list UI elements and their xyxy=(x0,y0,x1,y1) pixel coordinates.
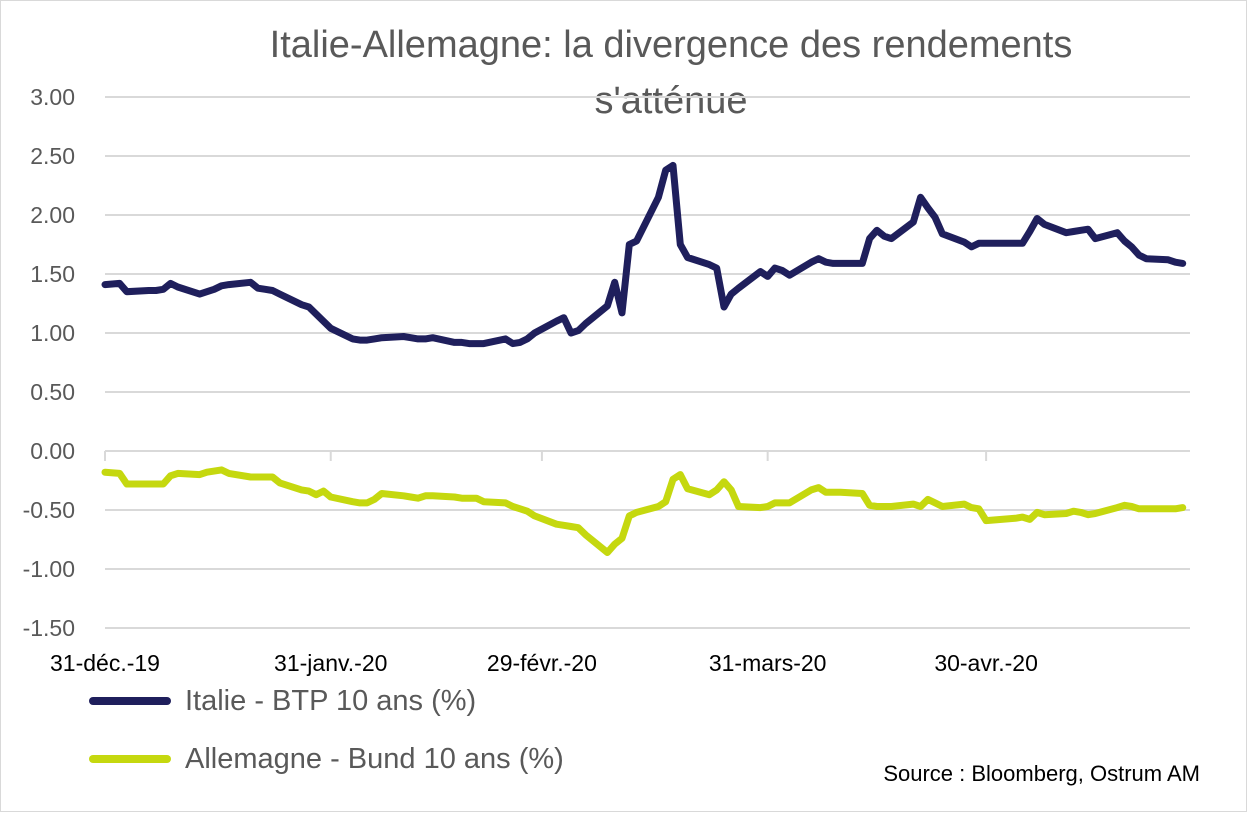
y-tick-label: -1.50 xyxy=(23,615,75,641)
y-tick-label: 0.00 xyxy=(30,438,75,464)
y-tick-label: 1.50 xyxy=(30,261,75,287)
series-lines xyxy=(101,161,1187,556)
x-tick-label: 31-janv.-20 xyxy=(274,650,387,676)
y-tick-label: 2.50 xyxy=(30,143,75,169)
y-tick-label: 0.50 xyxy=(30,379,75,405)
legend-label-italy: Italie - BTP 10 ans (%) xyxy=(185,684,477,717)
x-tick-label: 29-févr.-20 xyxy=(487,650,597,676)
legend-item-germany: Allemagne - Bund 10 ans (%) xyxy=(89,739,564,779)
grid-lines xyxy=(105,96,1190,629)
x-tick-label: 30-avr.-20 xyxy=(934,650,1038,676)
y-tick-label: -0.50 xyxy=(23,497,75,523)
legend-swatch-italy xyxy=(89,697,171,705)
chart-title-line-2: s'atténue xyxy=(594,80,748,122)
y-tick-label: -1.00 xyxy=(23,556,75,582)
series-line-germany xyxy=(101,466,1187,556)
chart-title-line-1: Italie-Allemagne: la divergence des rend… xyxy=(269,24,1073,66)
legend-swatch-germany xyxy=(89,755,171,763)
y-tick-label: 1.00 xyxy=(30,320,75,346)
x-tick-label: 31-déc.-19 xyxy=(50,650,160,676)
legend-item-italy: Italie - BTP 10 ans (%) xyxy=(89,681,476,721)
series-line-italy xyxy=(101,161,1187,348)
y-tick-label: 2.00 xyxy=(30,202,75,228)
y-tick-label: 3.00 xyxy=(30,84,75,110)
y-axis-tick-labels: 3.00 2.50 2.00 1.50 1.00 0.50 0.00 -0.50 -1.00 -1… xyxy=(23,84,75,641)
x-axis: 31-déc.-19 31-janv.-20 29-févr.-20 31-mars-… xyxy=(50,450,1190,676)
legend-label-germany: Allemagne - Bund 10 ans (%) xyxy=(185,742,564,775)
source-note: Source : Bloomberg, Ostrum AM xyxy=(883,761,1200,786)
x-tick-label: 31-mars-20 xyxy=(709,650,827,676)
